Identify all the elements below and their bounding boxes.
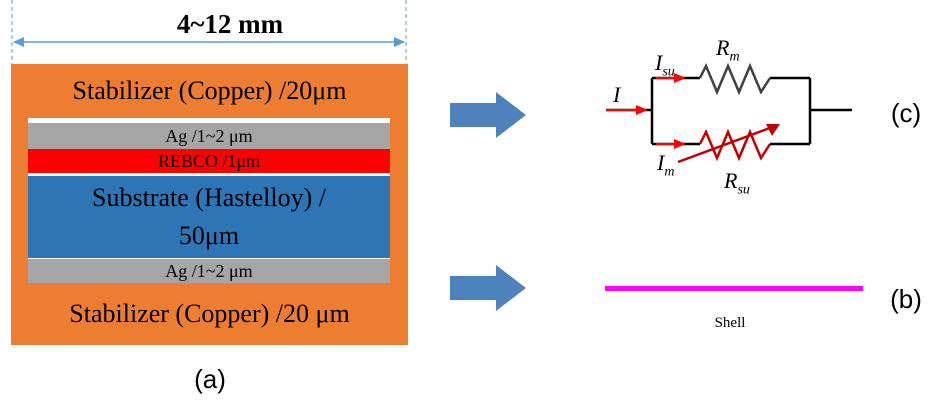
caption-a: (a) (194, 363, 226, 394)
stabilizer-right-wall-lower (390, 258, 408, 283)
current-total-label: I (613, 82, 621, 107)
current-arrow-m (674, 139, 686, 149)
substrate-label-line2: 50μm (178, 221, 240, 250)
resistor-su-label: Rsu (724, 168, 750, 198)
width-label: 4~12 mm (176, 8, 284, 39)
stabilizer-top-layer: Stabilizer (Copper) /20μm (11, 64, 408, 118)
resistor-m-label: Rm (716, 35, 740, 65)
shell-line (605, 286, 863, 291)
stabilizer-right-wall (390, 118, 408, 259)
variable-resistor-arrow (677, 126, 771, 164)
caption-b: (b) (890, 283, 922, 314)
rebco-layer: REBCO /1μm (28, 149, 390, 173)
block-arrow-to-circuit (450, 92, 526, 138)
resistor-su (698, 128, 772, 162)
substrate-label-line1: Substrate (Hastelloy) / (92, 183, 326, 212)
width-dimension-arrow (11, 0, 407, 64)
stabilizer-left-wall (11, 118, 28, 259)
current-m-label: Im (657, 150, 675, 180)
circuit-diagram (606, 62, 852, 164)
resistor-m (698, 62, 772, 96)
current-arrow-total (636, 105, 648, 115)
stabilizer-left-wall-lower (11, 258, 28, 283)
caption-c: (c) (890, 97, 922, 128)
substrate-layer: Substrate (Hastelloy) / 50μm (28, 176, 390, 258)
silver-top-layer: Ag /1~2 μm (28, 123, 390, 149)
block-arrow-to-shell (450, 265, 526, 311)
current-arrow-su (674, 73, 686, 83)
stabilizer-bottom-layer: Stabilizer (Copper) /20 μm (11, 283, 408, 345)
current-su-label: Isu (655, 50, 675, 80)
silver-bottom-layer: Ag /1~2 μm (28, 259, 390, 283)
shell-label: Shell (714, 314, 746, 331)
